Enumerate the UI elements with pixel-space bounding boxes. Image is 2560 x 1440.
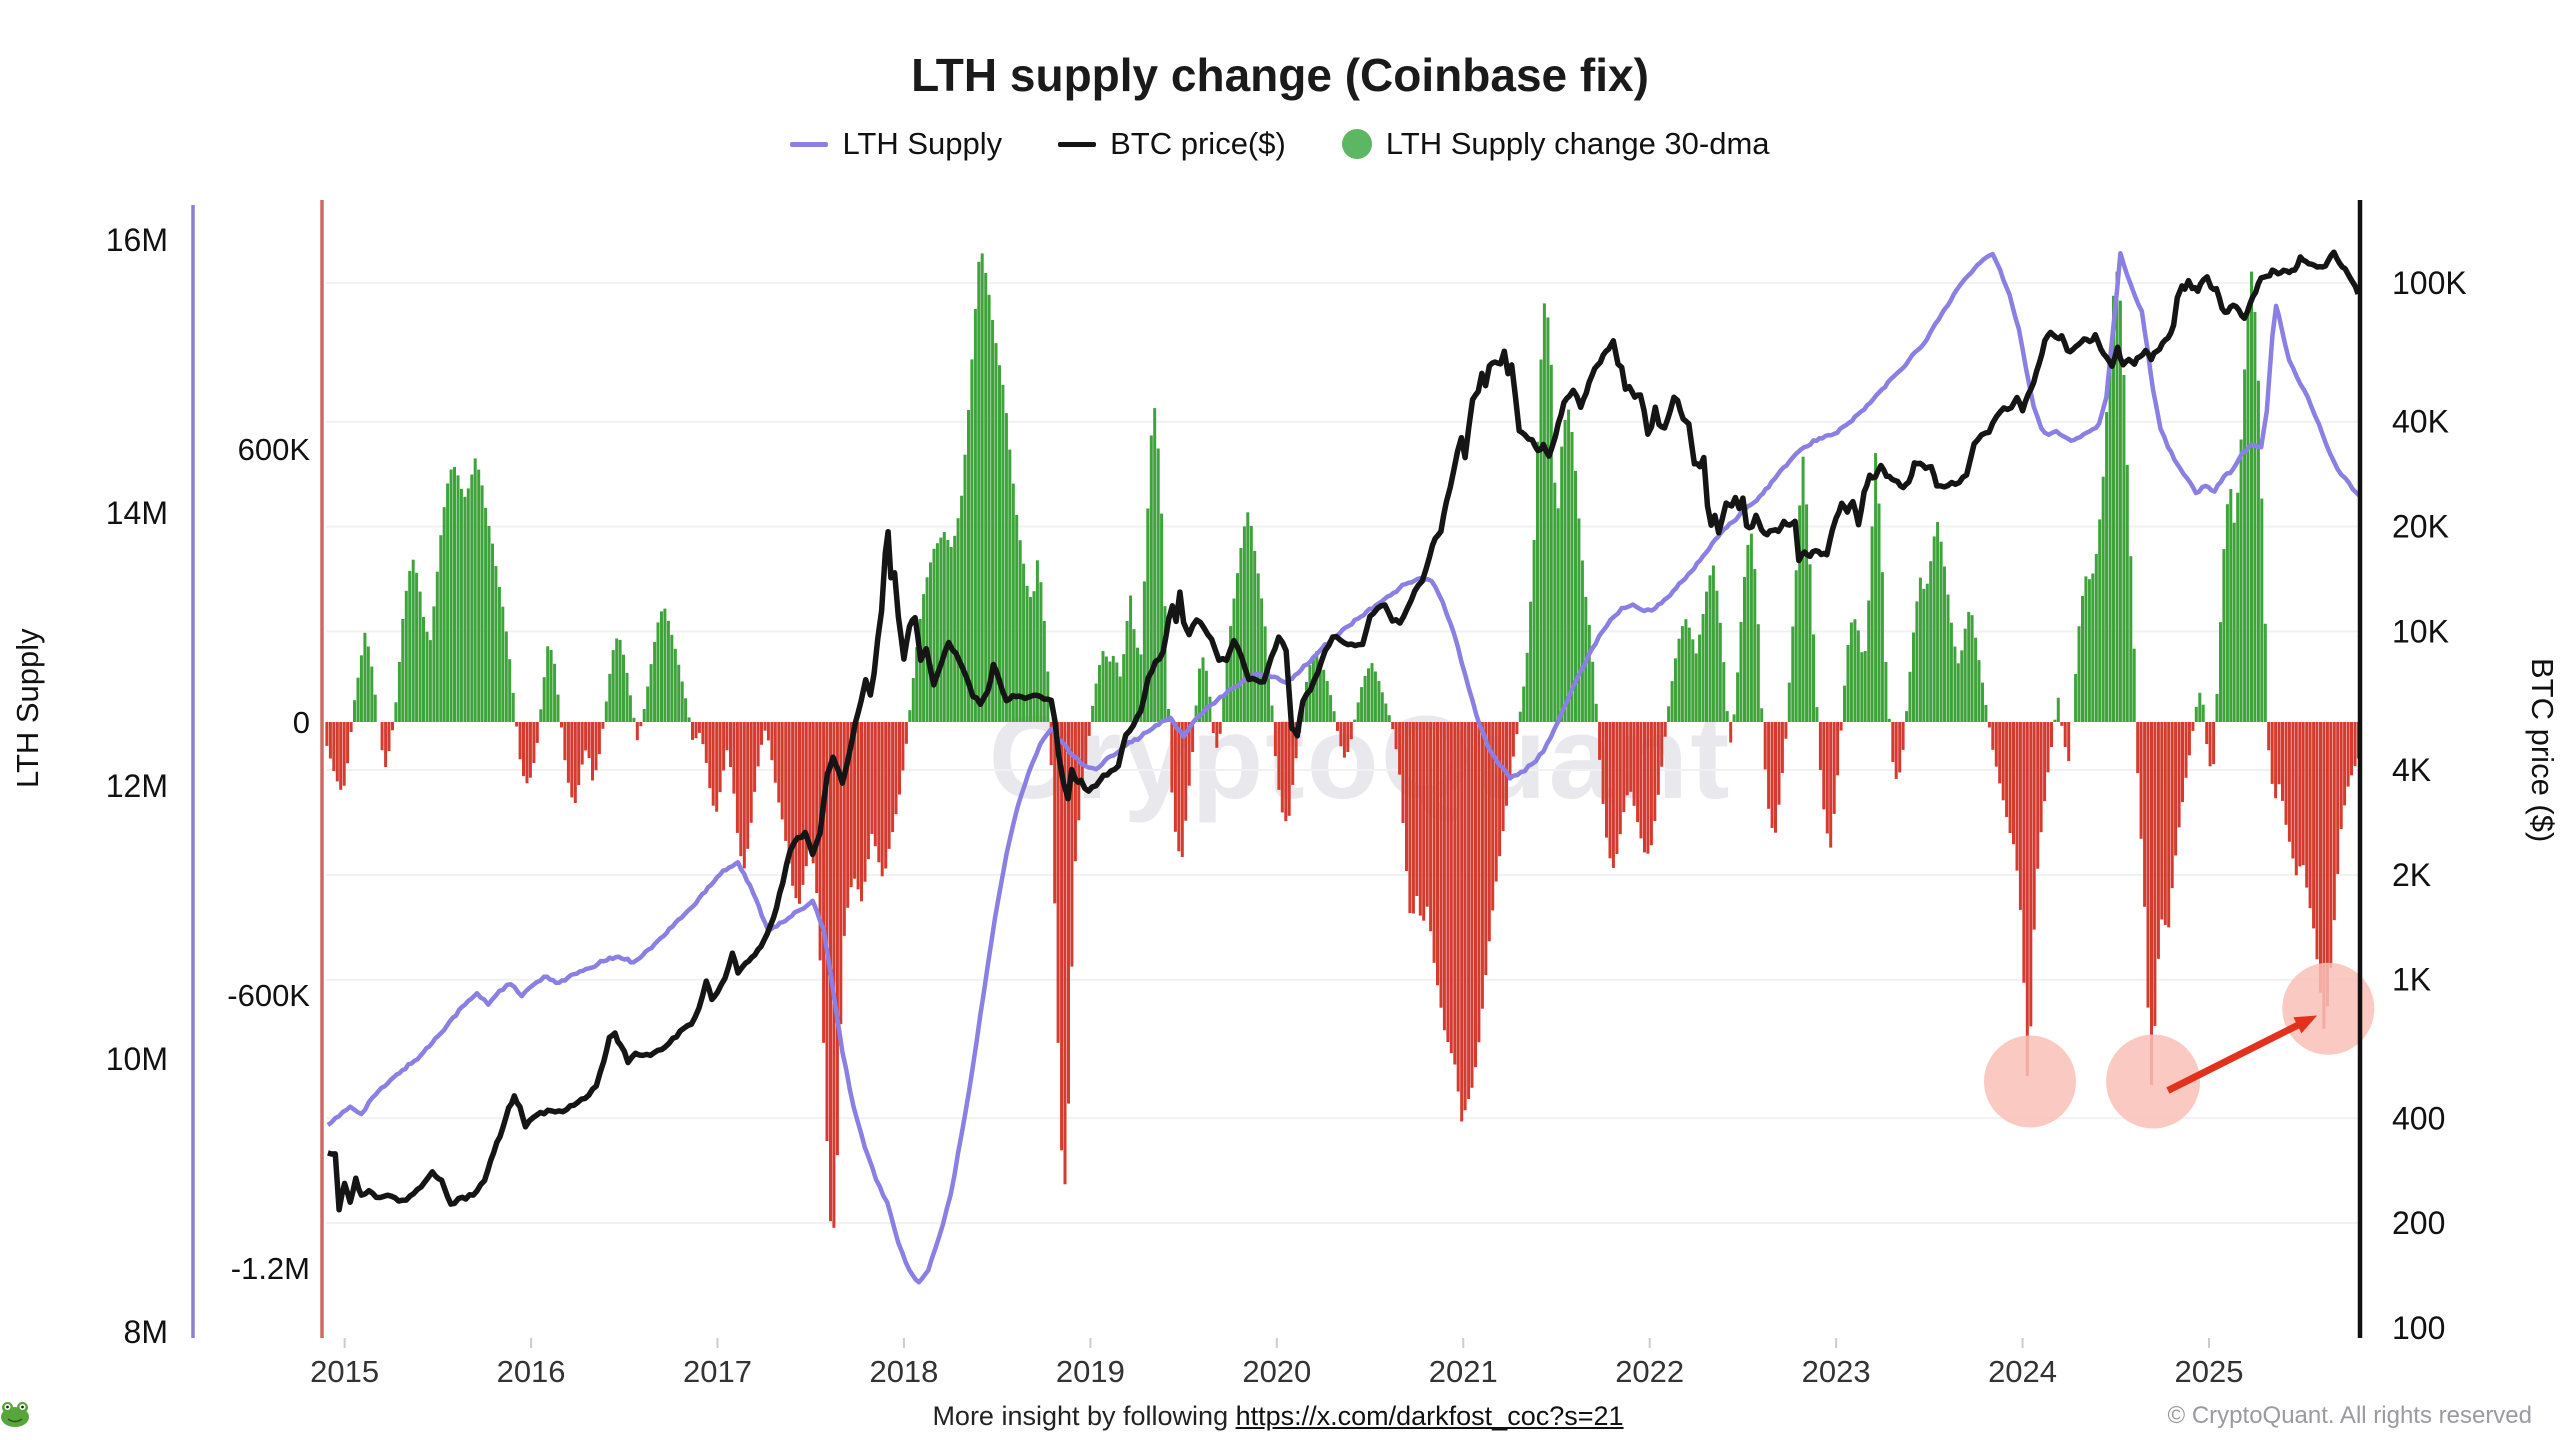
price-tick-label: 2K xyxy=(2392,857,2431,893)
page-title: LTH supply change (Coinbase fix) xyxy=(911,49,1649,101)
supply-tick-label: 8M xyxy=(124,1314,168,1350)
copyright-text: © CryptoQuant. All rights reserved xyxy=(2167,1402,2533,1429)
price-tick-label: 1K xyxy=(2392,962,2431,998)
change-tick-label: 0 xyxy=(293,705,310,740)
change-tick-label: -1.2M xyxy=(231,1251,310,1286)
supply-tick-label: 16M xyxy=(106,222,168,258)
highlight-circles xyxy=(1984,962,2375,1129)
year-tick-label: 2020 xyxy=(1242,1354,1311,1389)
footer-prefix: More insight by following xyxy=(932,1401,1236,1431)
legend-item-supply-change[interactable]: LTH Supply change 30-dma xyxy=(1341,126,1770,162)
annotation-circle xyxy=(2282,962,2375,1055)
change-tick-label: 600K xyxy=(238,432,311,467)
price-tick-label: 100K xyxy=(2392,265,2467,301)
year-tick-label: 2015 xyxy=(310,1354,379,1389)
price-tick-label: 20K xyxy=(2392,509,2449,545)
annotation-circle xyxy=(2106,1034,2201,1129)
year-tick-label: 2023 xyxy=(1802,1354,1871,1389)
price-tick-label: 4K xyxy=(2392,752,2431,788)
change-tick-label: -600K xyxy=(227,978,310,1013)
year-tick-label: 2021 xyxy=(1429,1354,1498,1389)
legend-label-lth-supply: LTH Supply xyxy=(842,126,1003,161)
trend-arrow xyxy=(2166,1015,2318,1094)
year-tick-label: 2025 xyxy=(2175,1354,2244,1389)
tick-labels: 16M 14M 12M 10M 8M 600K 0 -600K -1.2M 100K 40K 20K 1… xyxy=(106,222,2467,1389)
purple-line-swatch-icon xyxy=(790,141,829,147)
footer-note: More insight by following https://x.com/… xyxy=(0,1401,2560,1432)
price-tick-label: 100 xyxy=(2392,1310,2445,1346)
legend-label-btc-price: BTC price($) xyxy=(1110,126,1286,161)
supply-tick-label: 14M xyxy=(106,495,168,531)
legend-label-supply-change: LTH Supply change 30-dma xyxy=(1385,126,1770,161)
supply-tick-label: 10M xyxy=(106,1041,168,1077)
green-dot-swatch-icon xyxy=(1341,129,1372,159)
legend-item-btc-price[interactable]: BTC price($) xyxy=(1058,126,1286,162)
year-tick-label: 2019 xyxy=(1056,1354,1125,1389)
lth-supply-line xyxy=(326,250,2362,1285)
price-tick-label: 10K xyxy=(2392,613,2449,649)
price-tick-label: 200 xyxy=(2392,1205,2445,1241)
year-tick-label: 2018 xyxy=(869,1354,938,1389)
darkfost-link[interactable]: https://x.com/darkfost_coc?s=21 xyxy=(1235,1401,1624,1431)
btc-price-line xyxy=(327,249,2361,1213)
year-tick-label: 2024 xyxy=(1988,1354,2057,1389)
year-tick-label: 2022 xyxy=(1615,1354,1684,1389)
axis-lines xyxy=(191,200,2363,1338)
annotation-circle xyxy=(1984,1035,2076,1128)
supply-tick-label: 12M xyxy=(106,768,168,804)
year-tick-label: 2016 xyxy=(497,1354,566,1389)
legend-item-lth-supply[interactable]: LTH Supply xyxy=(790,126,1002,162)
price-tick-label: 40K xyxy=(2392,404,2449,440)
chart-legend: LTH Supply BTC price($) LTH Supply chang… xyxy=(0,126,2560,162)
supply-change-bars xyxy=(325,253,2360,1228)
price-tick-label: 400 xyxy=(2392,1100,2445,1136)
year-tick-label: 2017 xyxy=(683,1354,752,1389)
black-line-swatch-icon xyxy=(1058,141,1097,147)
